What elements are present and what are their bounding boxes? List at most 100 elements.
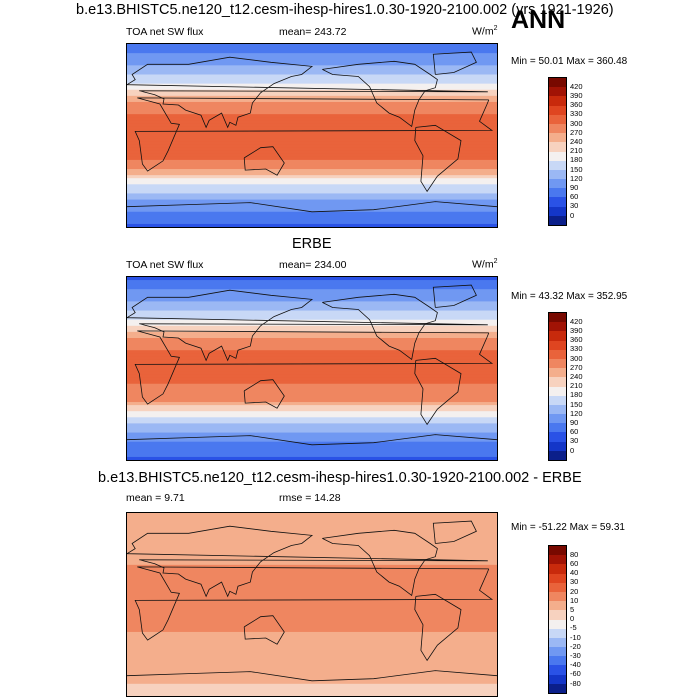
map-lat-band bbox=[127, 62, 497, 66]
map-lat-band bbox=[127, 552, 497, 557]
map-lat-band bbox=[127, 689, 497, 694]
map-lat-band bbox=[127, 126, 497, 130]
map-lat-band bbox=[127, 71, 497, 76]
map-lat-band bbox=[127, 50, 497, 54]
colorbar-swatch bbox=[549, 647, 566, 657]
map-lat-band bbox=[127, 580, 497, 584]
colorbar-tick-label: 390 bbox=[570, 325, 583, 335]
colorbar-swatch bbox=[549, 601, 566, 611]
map-lat-band bbox=[127, 686, 497, 691]
colorbar-tick-label: 60 bbox=[570, 192, 579, 202]
map-lat-band bbox=[127, 202, 497, 207]
map-lat-band bbox=[127, 592, 497, 596]
panel-1-variable-label: TOA net SW flux bbox=[126, 26, 204, 38]
map-lat-band bbox=[127, 450, 497, 455]
colorbar-tick-label: 5 bbox=[570, 604, 575, 614]
map-lat-band bbox=[127, 537, 497, 542]
colorbar-tick-label: 30 bbox=[570, 436, 579, 446]
colorbar-tick-label: 30 bbox=[570, 201, 579, 211]
map-lat-band bbox=[127, 668, 497, 673]
colorbar-swatches bbox=[548, 312, 567, 461]
map-lat-band bbox=[127, 220, 497, 225]
map-lat-band bbox=[127, 184, 497, 188]
map-lat-band bbox=[127, 214, 497, 219]
map-lat-band bbox=[127, 586, 497, 590]
map-lat-band bbox=[127, 392, 497, 397]
map-lat-band bbox=[127, 522, 497, 526]
map-lat-band bbox=[127, 589, 497, 593]
colorbar-tick-label: 180 bbox=[570, 155, 583, 165]
map-lat-band bbox=[127, 283, 497, 287]
map-lat-band bbox=[127, 516, 497, 520]
map-lat-band bbox=[127, 196, 497, 201]
map-lat-band bbox=[127, 350, 497, 354]
panel-3-map bbox=[126, 512, 498, 697]
colorbar-swatch bbox=[549, 331, 566, 341]
map-lat-band bbox=[127, 662, 497, 667]
map-lat-band bbox=[127, 610, 497, 615]
colorbar-tick-label: 390 bbox=[570, 90, 583, 100]
map-lat-band bbox=[127, 138, 497, 143]
map-lat-band bbox=[127, 564, 497, 569]
map-lat-band bbox=[127, 120, 497, 124]
map-lat-band bbox=[127, 680, 497, 685]
colorbar-swatch bbox=[549, 637, 566, 648]
map-lat-band bbox=[127, 217, 497, 222]
map-lat-band bbox=[127, 95, 497, 100]
map-lat-band bbox=[127, 353, 497, 357]
map-lat-band bbox=[127, 525, 497, 529]
map-lat-band bbox=[127, 105, 497, 109]
map-lat-band bbox=[127, 117, 497, 121]
colorbar-swatch bbox=[549, 151, 566, 161]
coastline bbox=[432, 520, 477, 544]
colorbar-tick-label: 0 bbox=[570, 210, 575, 220]
colorbar-tick-label: 300 bbox=[570, 353, 583, 363]
colorbar-tick-label: 210 bbox=[570, 146, 583, 156]
map-lat-band bbox=[127, 132, 497, 137]
colorbar-swatch bbox=[549, 450, 566, 460]
map-lat-band bbox=[127, 135, 497, 140]
map-lat-band bbox=[127, 175, 497, 179]
colorbar-tick-label: -40 bbox=[570, 660, 581, 670]
colorbar-swatch bbox=[549, 377, 566, 387]
map-lat-band bbox=[127, 604, 497, 609]
map-lat-band bbox=[127, 123, 497, 127]
map-lat-band bbox=[127, 389, 497, 394]
colorbar-swatch bbox=[549, 546, 566, 556]
map-lat-band bbox=[127, 190, 497, 195]
colorbar-swatch bbox=[549, 340, 566, 350]
map-lat-band bbox=[127, 423, 497, 428]
map-lat-band bbox=[127, 546, 497, 551]
colorbar-tick-label: 270 bbox=[570, 362, 583, 372]
map-lat-band bbox=[127, 166, 497, 170]
map-lat-band bbox=[127, 277, 497, 281]
colorbar-swatch bbox=[549, 656, 566, 666]
coastline bbox=[414, 593, 462, 662]
map-lat-band bbox=[127, 47, 497, 51]
colorbar-swatch bbox=[549, 564, 566, 574]
panel-3-map-svg bbox=[127, 513, 497, 696]
panel-2-title: ERBE bbox=[292, 236, 332, 252]
colorbar-tick-label: 330 bbox=[570, 344, 583, 354]
map-lat-band bbox=[127, 432, 497, 437]
colorbar-tick-label: 240 bbox=[570, 136, 583, 146]
colorbar-swatch bbox=[549, 414, 566, 424]
coastline bbox=[414, 124, 462, 193]
map-lat-band bbox=[127, 638, 497, 642]
coastline bbox=[243, 379, 285, 409]
coastline bbox=[127, 525, 488, 598]
colorbar-swatch bbox=[549, 573, 566, 583]
map-lat-band bbox=[127, 395, 497, 400]
coastline bbox=[127, 201, 497, 213]
colorbar-tick-label: 330 bbox=[570, 109, 583, 119]
map-lat-band bbox=[127, 644, 497, 648]
coastline bbox=[322, 529, 438, 597]
colorbar-swatches bbox=[548, 77, 567, 226]
map-lat-band bbox=[127, 616, 497, 621]
map-lat-band bbox=[127, 528, 497, 532]
colorbar-tick-label: 420 bbox=[570, 81, 583, 91]
map-lat-band bbox=[127, 280, 497, 284]
map-lat-band bbox=[127, 307, 497, 312]
map-lat-band bbox=[127, 561, 497, 566]
map-lat-band bbox=[127, 574, 497, 578]
